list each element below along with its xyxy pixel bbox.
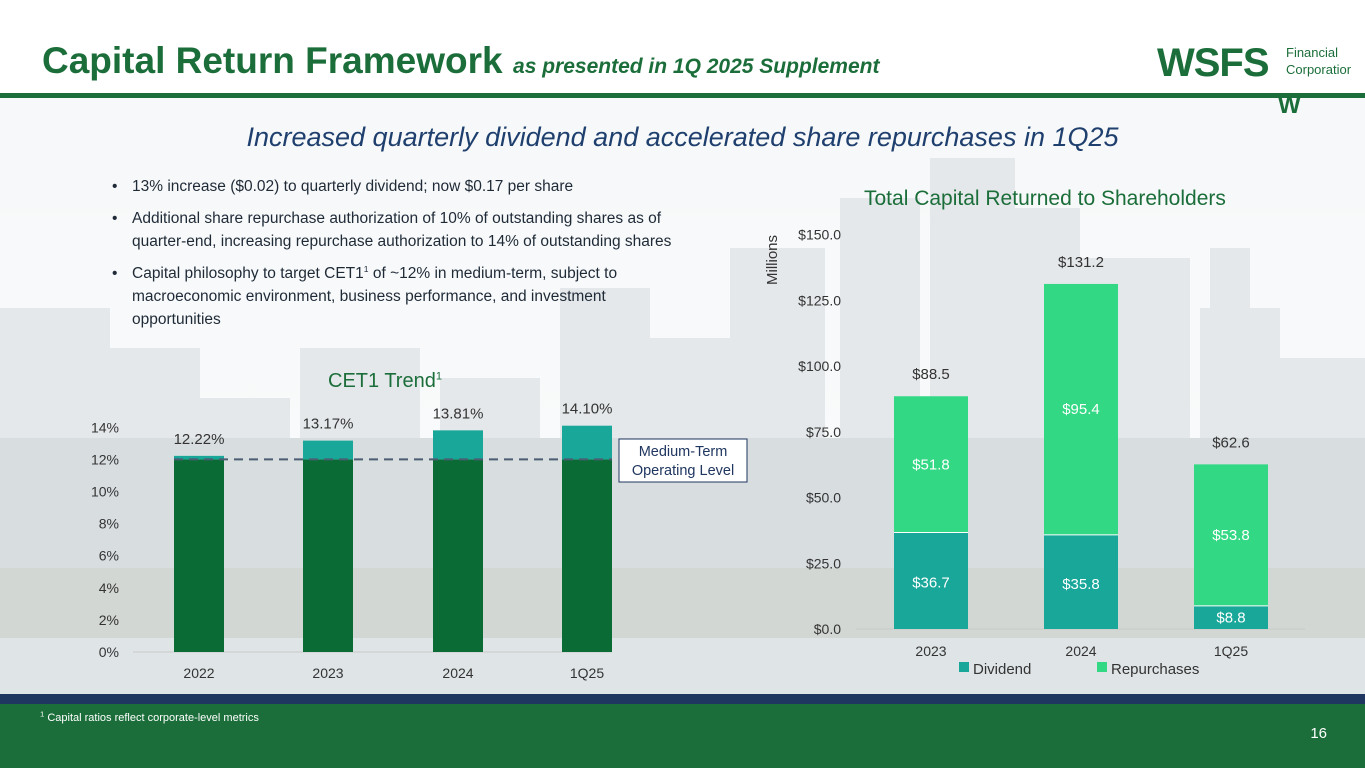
bullet-text-cont: of ~12% in medium-term, subject to macro… (132, 265, 618, 328)
y-tick-label: 4% (99, 580, 119, 596)
dividend-value-label: $36.7 (912, 575, 950, 592)
bullet-list: • 13% increase ($0.02) to quarterly divid… (112, 175, 672, 340)
legend-label-repurchases: Repurchases (1111, 661, 1199, 678)
cet1-bar-base (433, 459, 483, 652)
logo-wordmark: WSFS (1157, 42, 1269, 85)
dividend-value-label: $35.8 (1062, 576, 1100, 593)
bullet-text: 13% increase ($0.02) to quarterly divide… (132, 178, 574, 195)
x-tick-label: 2023 (312, 665, 343, 681)
legend-label-dividend: Dividend (973, 661, 1031, 678)
footer-band (0, 694, 1365, 704)
repurchases-bar (894, 396, 968, 533)
capital-chart-title: Total Capital Returned to Shareholders (864, 187, 1226, 210)
repurchases-bar (1194, 464, 1268, 606)
cet1-value-label: 14.10% (562, 401, 613, 418)
cet1-value-label: 12.22% (174, 431, 225, 448)
legend-swatch-dividend (959, 662, 969, 672)
footnote-marker: 1 (40, 709, 45, 719)
repurchases-value-label: $95.4 (1062, 401, 1100, 418)
cet1-bar-base (303, 459, 353, 652)
bullet-text: Additional share repurchase authorizatio… (132, 210, 672, 250)
dividend-value-label: $8.8 (1216, 609, 1245, 626)
y-tick-label: $100.0 (798, 358, 841, 374)
footnote-marker: 1 (435, 370, 442, 383)
y-tick-label: $75.0 (806, 424, 841, 440)
repurchases-bar (1044, 283, 1118, 535)
headline: Increased quarterly dividend and acceler… (246, 122, 1119, 152)
cet1-value-label: 13.81% (433, 405, 484, 422)
cet1-bar-base (174, 459, 224, 652)
repurchases-value-label: $51.8 (912, 456, 950, 473)
bullet-dot: • (112, 265, 118, 282)
logo-financial-text: Financial (1286, 45, 1338, 60)
y-tick-label: 2% (99, 612, 119, 628)
x-tick-label: 2023 (915, 643, 946, 659)
y-tick-label: 12% (91, 451, 119, 467)
logo-corporation-text: Corporation (1286, 62, 1351, 77)
legend-swatch-repurchases (1097, 662, 1107, 672)
y-tick-label: 10% (91, 484, 119, 500)
y-tick-label: $150.0 (798, 227, 841, 243)
total-value-label: $131.2 (1058, 254, 1104, 271)
footnote-marker: 1 (363, 263, 369, 274)
cet1-bar-excess (174, 455, 224, 460)
page-number: 16 (1310, 725, 1327, 742)
x-tick-label: 2024 (442, 665, 473, 681)
dividend-bar (1044, 534, 1118, 629)
wsfs-logo: WSFS Financial Corporation W (1157, 42, 1351, 114)
reference-label-line1: Medium-Term (639, 444, 728, 460)
bullet-dot: • (112, 178, 118, 195)
x-tick-label: 1Q25 (570, 665, 604, 681)
dividend-bar (894, 532, 968, 629)
footnote: 1 Capital ratios reflect corporate-level… (40, 709, 259, 724)
x-tick-label: 2024 (1065, 643, 1096, 659)
y-tick-label: 8% (99, 516, 119, 532)
footer (0, 704, 1365, 768)
cet1-bar-base (562, 459, 612, 652)
y-tick-label: 0% (99, 644, 119, 660)
header-rule (0, 93, 1365, 98)
bullet-text: Capital philosophy to target CET1 (132, 265, 364, 282)
y-tick-label: $25.0 (806, 555, 841, 571)
x-tick-label: 2022 (183, 665, 214, 681)
title-block: Capital Return Framework as presented in… (42, 40, 879, 82)
reference-label-line2: Operating Level (632, 463, 734, 479)
bullet-item: • 13% increase ($0.02) to quarterly divid… (112, 175, 672, 198)
bullet-dot: • (112, 210, 118, 227)
x-tick-label: 1Q25 (1214, 643, 1248, 659)
cet1-bar-excess (562, 425, 612, 460)
cet1-chart-title: CET1 Trend1 (328, 370, 442, 393)
total-value-label: $88.5 (912, 366, 950, 383)
total-value-label: $62.6 (1212, 434, 1250, 451)
y-tick-label: 6% (99, 548, 119, 564)
dividend-bar (1194, 605, 1268, 629)
cet1-value-label: 13.17% (303, 416, 354, 433)
cet1-title-text: CET1 Trend (328, 370, 436, 392)
reference-label-box (618, 438, 748, 483)
bullet-item: • Additional share repurchase authorizati… (112, 207, 672, 253)
page-subtitle: as presented in 1Q 2025 Supplement (513, 55, 880, 78)
y-tick-label: $0.0 (814, 621, 841, 637)
y-tick-label: $50.0 (806, 490, 841, 506)
cet1-bar-excess (303, 440, 353, 460)
repurchases-value-label: $53.8 (1212, 527, 1250, 544)
y-tick-label: 14% (91, 419, 119, 435)
page-title: Capital Return Framework (42, 40, 503, 81)
bullet-item: • Capital philosophy to target CET11 of ~… (112, 262, 672, 331)
footnote-text: Capital ratios reflect corporate-level m… (44, 712, 259, 724)
cet1-bar-excess (433, 430, 483, 460)
y-tick-label: $125.0 (798, 292, 841, 308)
